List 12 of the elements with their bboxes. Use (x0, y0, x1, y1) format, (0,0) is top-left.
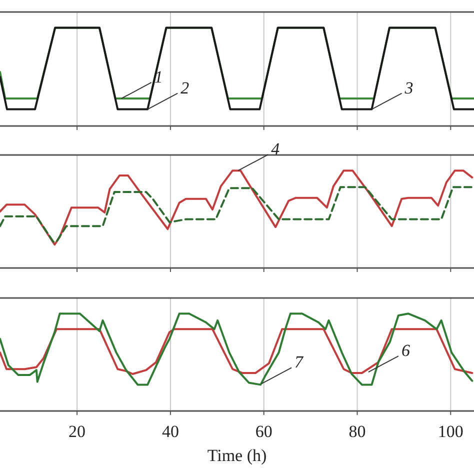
annotation: 1 (154, 67, 163, 86)
annotation: 6 (401, 341, 410, 360)
x-tick-label: 80 (348, 422, 366, 441)
x-tick-label: 100 (438, 422, 464, 441)
annotation: 2 (180, 78, 190, 98)
annotation: 3 (404, 78, 414, 98)
annotation: 7 (294, 352, 305, 372)
x-axis-title: Time (h) (207, 446, 267, 465)
x-tick-label: 20 (68, 422, 86, 441)
x-tick-label: 40 (162, 422, 179, 441)
annotation: 4 (271, 140, 280, 159)
x-tick-label: 60 (255, 422, 272, 441)
